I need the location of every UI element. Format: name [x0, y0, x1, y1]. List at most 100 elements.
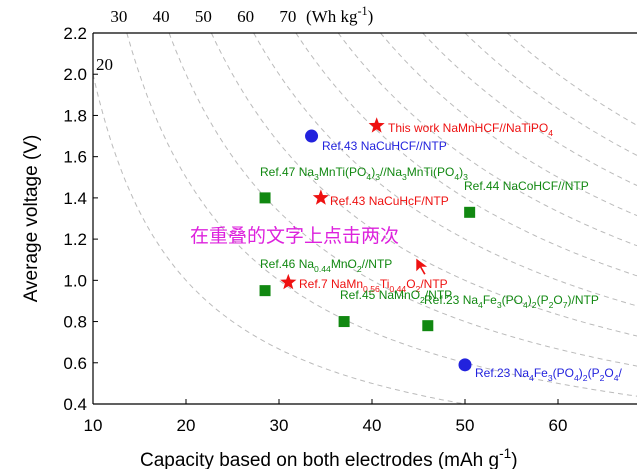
- annotation-part: MnTi(PO: [319, 165, 367, 179]
- point: [422, 320, 434, 332]
- y-tick-label: 0.4: [63, 395, 87, 414]
- energy-label: 40: [153, 7, 170, 26]
- y-tick-label: 1.2: [63, 230, 87, 249]
- annotation-part: /: [619, 366, 623, 380]
- x-tick-label: 20: [177, 416, 196, 435]
- point: [259, 192, 271, 204]
- annotation-part: Ref.47 Na: [260, 165, 314, 179]
- annotation-part: 2: [416, 284, 421, 294]
- annotation-part: 3: [548, 373, 553, 383]
- energy-label: 50: [195, 7, 212, 26]
- energy-curve: [295, 33, 637, 277]
- y-tick-label: 1.8: [63, 106, 87, 125]
- annotation-part: MnO: [331, 257, 357, 271]
- annotation-part: 4: [523, 300, 528, 310]
- annotation-part: 3: [314, 172, 319, 182]
- annotation-part: Ref.7 NaMn: [299, 277, 363, 291]
- energy-curve: [210, 33, 637, 337]
- point: [464, 206, 476, 218]
- annotation-part: 7: [563, 300, 568, 310]
- annotation: Ref.47 Na3MnTi(PO4)3//Na3MnTi(PO4)3: [260, 165, 468, 182]
- y-tick-label: 1.6: [63, 148, 87, 167]
- annotation-part: 2: [357, 264, 362, 274]
- annotation-part: ): [579, 366, 583, 380]
- x-tick-label: 40: [363, 416, 382, 435]
- energy-unit-part: ): [368, 7, 374, 26]
- annotation-part: Ref.45 NaMnO: [340, 288, 420, 302]
- x-tick-label: 10: [84, 416, 103, 435]
- annotation-part: (PO: [502, 293, 523, 307]
- annotation-part: 4: [574, 373, 579, 383]
- energy-curve: [337, 33, 637, 247]
- y-tick-label: 2.0: [63, 65, 87, 84]
- y-tick-label: 1.4: [63, 189, 87, 208]
- annotation-part: ): [459, 165, 463, 179]
- annotation-part: 2: [420, 295, 425, 305]
- point: [458, 358, 472, 372]
- point: [312, 189, 329, 205]
- annotation-part: MnTi(PO: [407, 165, 455, 179]
- point: [338, 316, 350, 328]
- annotation-part: 2: [600, 373, 605, 383]
- annotation-part: O: [604, 366, 613, 380]
- point: [259, 285, 271, 297]
- annotation-part: )/NTP: [568, 293, 599, 307]
- annotation-part: Ref.43 NaCuHcF/NTP: [330, 194, 449, 208]
- annotation-part: ): [528, 293, 532, 307]
- annotation-part: 4: [548, 128, 553, 138]
- annotation-part: //NTP: [362, 257, 393, 271]
- point: [305, 129, 319, 143]
- annotation-part: 0.56: [363, 284, 380, 294]
- annotation-part: 3: [497, 300, 502, 310]
- energy-unit-part: (Wh kg: [306, 7, 358, 26]
- annotation: Ref.46 Na0.44MnO2//NTP: [260, 257, 392, 274]
- energy-label: 30: [110, 7, 127, 26]
- x-tick-label: 60: [549, 416, 568, 435]
- annotation-part: 4: [366, 172, 371, 182]
- annotation-part: //Na: [380, 165, 402, 179]
- x-axis-title-part: ): [511, 450, 517, 469]
- energy-curve: [506, 33, 637, 126]
- annotation-part: ): [371, 165, 375, 179]
- annotation-part: Ref.44 NaCoHCF//NTP: [464, 179, 589, 193]
- annotation-part: This work NaMnHCF//NaTiPO: [388, 121, 548, 135]
- point: [280, 273, 297, 290]
- annotation-part: Ref.23 Na: [424, 293, 478, 307]
- x-tick-label: 50: [456, 416, 475, 435]
- annotation: Ref.23 Na4Fe3(PO4)2(P2O4/: [475, 366, 623, 383]
- annotation-part: 0.44: [389, 284, 406, 294]
- annotation: Ref.43 NaCuHCF//NTP: [322, 139, 447, 153]
- annotation-part: /NTP: [425, 288, 452, 302]
- energy-label: 70: [279, 7, 296, 26]
- annotation-part: 4: [478, 300, 483, 310]
- annotation: Ref.23 Na4Fe3(PO4)2(P2O7)/NTP: [424, 293, 599, 310]
- annotation-part: Fe: [534, 366, 548, 380]
- annotation: This work NaMnHCF//NaTiPO4: [388, 121, 553, 138]
- y-tick-label: 0.6: [63, 354, 87, 373]
- annotation-part: 2: [583, 373, 588, 383]
- annotation-part: Ref.46 Na: [260, 257, 314, 271]
- energy-unit: (Wh kg-1): [306, 4, 373, 26]
- annotation-part: Ref.23 Na: [475, 366, 529, 380]
- annotation-part: 3: [463, 172, 468, 182]
- energy-curve: [380, 33, 637, 217]
- annotation: Ref.45 NaMnO2/NTP: [340, 288, 452, 305]
- y-tick-label: 1.0: [63, 271, 87, 290]
- energy-curve: [464, 33, 637, 156]
- overlay-text: 在重叠的文字上点击两次: [190, 225, 399, 247]
- annotation-part: 3: [402, 172, 407, 182]
- annotation-part: /NTP: [420, 277, 447, 291]
- annotation-part: Fe: [483, 293, 497, 307]
- x-axis-title-part: -1: [499, 446, 511, 461]
- energy-label: 60: [237, 7, 254, 26]
- energy-curve: [93, 74, 468, 404]
- y-tick-label: 2.2: [63, 24, 87, 43]
- y-axis-title: Average voltage (V): [21, 135, 42, 303]
- annotation: Ref.43 NaCuHcF/NTP: [330, 194, 449, 208]
- energy-curve: [422, 33, 637, 187]
- energy-curve: [168, 33, 637, 367]
- annotation: Ref.44 NaCoHCF//NTP: [464, 179, 589, 193]
- annotation-part: O: [553, 293, 562, 307]
